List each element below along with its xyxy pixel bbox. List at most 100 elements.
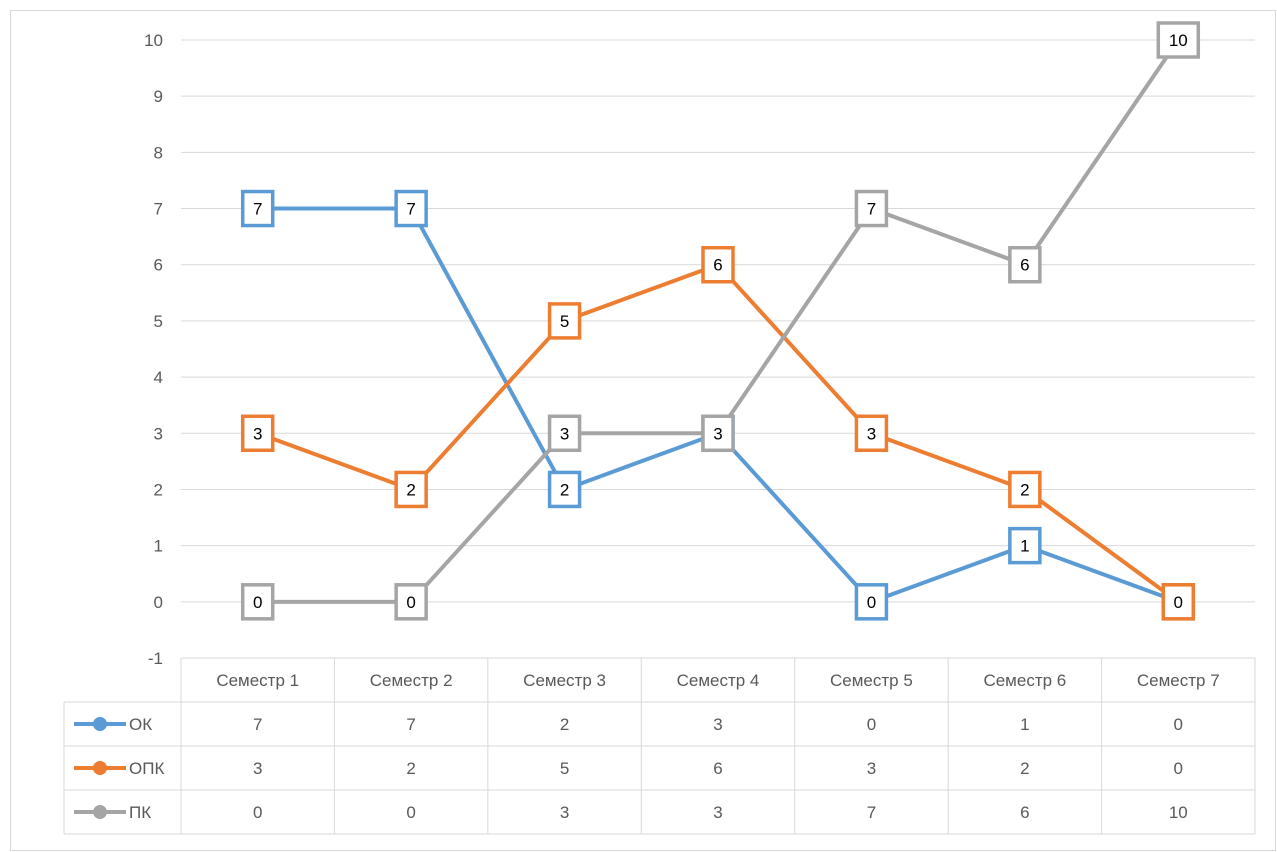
table-cell: 0: [1174, 759, 1183, 778]
data-label-box: [547, 414, 582, 453]
data-label-box: [394, 189, 428, 228]
y-tick-label: 7: [154, 200, 163, 219]
series-name: ОК: [129, 715, 152, 734]
data-label-text: 10: [1169, 31, 1188, 50]
category-label: Семестр 3: [523, 671, 606, 690]
data-label: 0: [854, 583, 889, 621]
category-label: Семестр 1: [216, 671, 299, 690]
data-label-text: 7: [406, 200, 415, 219]
table-cell: 2: [1020, 759, 1029, 778]
y-tick-label: 1: [154, 537, 163, 556]
data-label-box: [854, 414, 889, 453]
table-cell: 7: [406, 715, 415, 734]
data-label-box: [854, 583, 889, 621]
table-cell: 3: [253, 759, 262, 778]
y-axis-tick-labels: -1 0 1 2 3 4 5 6 7 8 9 10: [144, 31, 163, 668]
data-label: 7: [394, 189, 428, 228]
table-cell: 0: [867, 715, 876, 734]
data-label-text: 3: [253, 424, 262, 443]
legend-key: [74, 805, 126, 819]
data-label: 10: [1156, 21, 1201, 59]
table-cell: 7: [253, 715, 262, 734]
data-label-text: 2: [560, 480, 569, 499]
data-label-box: [701, 245, 735, 284]
legend-marker: [93, 717, 107, 731]
data-label-text: 5: [560, 312, 569, 331]
data-label-text: 0: [253, 593, 262, 612]
table-cell: 0: [253, 803, 262, 822]
data-label-text: 0: [406, 593, 415, 612]
data-label-box: [1008, 526, 1042, 565]
data-label: 3: [240, 414, 275, 453]
data-label: 7: [240, 189, 275, 228]
table-cell: 6: [1020, 803, 1029, 822]
y-tick-label: 4: [154, 368, 163, 387]
table-cell: 0: [1174, 715, 1183, 734]
data-label-box: [240, 583, 275, 621]
category-label: Семестр 4: [677, 671, 760, 690]
data-label: 2: [547, 470, 582, 509]
category-label: Семестр 7: [1137, 671, 1220, 690]
data-label-box: [1156, 21, 1201, 59]
data-label: 2: [394, 470, 428, 509]
series-name: ПК: [129, 803, 151, 822]
data-label-box: [854, 189, 889, 228]
data-label-box: [240, 414, 275, 453]
data-label-text: 3: [560, 424, 569, 443]
data-label-box: [1008, 470, 1042, 509]
table-cell: 0: [406, 803, 415, 822]
chart-frame: [10, 10, 1276, 851]
y-tick-label: 0: [154, 593, 163, 612]
legend-key: [74, 717, 126, 731]
data-label-text: 2: [1020, 480, 1029, 499]
data-label-box: [394, 470, 428, 509]
data-labels: 7723010325632000337610: [240, 21, 1201, 621]
data-label-text: 6: [713, 256, 722, 275]
category-label: Семестр 2: [370, 671, 453, 690]
data-label-text: 2: [406, 480, 415, 499]
data-label-box: [1008, 245, 1042, 284]
data-label-text: 0: [867, 593, 876, 612]
table-cell: 2: [560, 715, 569, 734]
data-label: 7: [854, 189, 889, 228]
data-label: 3: [701, 414, 735, 453]
data-label: 0: [240, 583, 275, 621]
data-label-box: [547, 470, 582, 509]
series-name: ОПК: [129, 759, 164, 778]
data-label: 1: [1008, 526, 1042, 565]
data-label-box: [1161, 583, 1196, 621]
y-tick-label: 2: [154, 480, 163, 499]
data-table: Семестр 1 Семестр 2 Семестр 3 Семестр 4 Семе…: [63, 657, 1256, 835]
legend-marker: [93, 805, 107, 819]
data-label-text: 3: [713, 424, 722, 443]
data-label: 2: [1008, 470, 1042, 509]
data-label: 0: [1161, 583, 1196, 621]
table-cell: 2: [406, 759, 415, 778]
data-label-box: [547, 302, 582, 340]
table-cell: 3: [713, 715, 722, 734]
data-label-text: 3: [867, 424, 876, 443]
data-label: 6: [1008, 245, 1042, 284]
data-label: 6: [701, 245, 735, 284]
legend-marker: [93, 761, 107, 775]
data-label-text: 0: [1174, 593, 1183, 612]
data-label-box: [701, 414, 735, 453]
y-tick-label: -1: [148, 649, 163, 668]
data-label-text: 7: [253, 200, 262, 219]
y-tick-label: 9: [154, 87, 163, 106]
table-cell: 10: [1169, 803, 1188, 822]
data-label-text: 7: [867, 200, 876, 219]
data-label: 3: [547, 414, 582, 453]
gridlines: [181, 39, 1255, 603]
table-cell: 6: [713, 759, 722, 778]
data-label-text: 1: [1020, 537, 1029, 556]
data-label-box: [394, 583, 428, 621]
data-label: 3: [854, 414, 889, 453]
category-label: Семестр 6: [983, 671, 1066, 690]
data-label-box: [240, 189, 275, 228]
legend-key: [74, 761, 126, 775]
table-cell: 3: [560, 803, 569, 822]
table-cell: 1: [1020, 715, 1029, 734]
table-cell: 7: [867, 803, 876, 822]
